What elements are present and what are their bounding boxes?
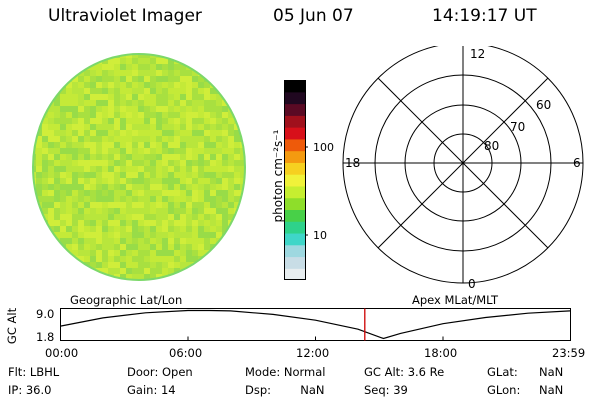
mlt-label-0: 0: [468, 277, 476, 290]
polar-plot: 12 0 18 6 60 70 80: [342, 46, 584, 290]
x-tick-1200: 12:00: [296, 346, 330, 360]
date-label: 05 Jun 07: [273, 6, 354, 26]
y-tick-1.8: 1.8: [36, 330, 55, 344]
colorbar-cell: [284, 174, 306, 187]
colorbar-cell: [284, 162, 306, 175]
ip-readout: IP: 36.0: [8, 383, 52, 397]
x-tick-0600: 06:00: [169, 346, 203, 360]
dsp-readout: Dsp: NaN: [245, 383, 325, 397]
colorbar-cell: [284, 232, 306, 246]
x-tick-2359: 23:59: [552, 346, 586, 360]
mode-readout: Mode: Normal: [245, 365, 326, 379]
glon-label: GLon:: [487, 383, 521, 397]
altitude-timeline: [60, 308, 571, 341]
colorbar-cell: [284, 185, 306, 199]
colorbar-cell: [284, 115, 306, 128]
apex-label: Apex MLat/MLT: [412, 293, 499, 307]
glat-value: NaN: [539, 365, 564, 379]
colorbar-cell: [284, 197, 306, 211]
colorbar-tick-10: 10: [313, 229, 327, 242]
colorbar-cell: [284, 103, 306, 116]
mlt-label-6: 6: [573, 156, 581, 170]
colorbar-cell: [284, 268, 306, 280]
instrument-title: Ultraviolet Imager: [48, 6, 202, 26]
altitude-line: [60, 309, 571, 340]
x-tick-0000: 00:00: [45, 346, 79, 360]
x-tick-1800: 18:00: [424, 346, 458, 360]
colorbar-cell: [284, 80, 306, 93]
glon-value: NaN: [539, 383, 564, 397]
colorbar-cell: [284, 244, 306, 258]
colorbar-cell: [284, 91, 306, 105]
mlt-label-12: 12: [470, 47, 485, 61]
colorbar-cell: [284, 138, 306, 152]
door-readout: Door: Open: [127, 365, 193, 379]
colorbar-cell: [284, 256, 306, 269]
colorbar-tick-100: 100: [313, 141, 334, 154]
colorbar-cell: [284, 209, 306, 222]
mlat-label-60: 60: [536, 98, 551, 112]
mlt-label-18: 18: [345, 156, 360, 170]
colorbar-cell: [284, 127, 306, 140]
polar-diagonal-2: [377, 77, 549, 249]
mlat-label-70: 70: [510, 120, 525, 134]
time-label: 14:19:17 UT: [432, 6, 537, 26]
auroral-image: [32, 53, 246, 281]
geographic-label: Geographic Lat/Lon: [70, 293, 183, 307]
colorbar: [284, 80, 308, 280]
seq-readout: Seq: 39: [364, 383, 408, 397]
colorbar-group: 100 10: [262, 80, 334, 280]
y-tick-9: 9.0: [36, 307, 55, 321]
glat-label: GLat:: [487, 365, 518, 379]
colorbar-unit-label: photon cm⁻²s⁻¹: [271, 129, 285, 223]
filter-readout: Flt: LBHL: [8, 365, 60, 379]
gain-readout: Gain: 14: [127, 383, 176, 397]
colorbar-cell: [284, 150, 306, 163]
gc-alt-readout: GC Alt: 3.6 Re: [364, 365, 445, 379]
y-axis-title: GC Alt: [5, 307, 19, 345]
mlat-label-80: 80: [484, 139, 499, 153]
colorbar-cell: [284, 221, 306, 234]
